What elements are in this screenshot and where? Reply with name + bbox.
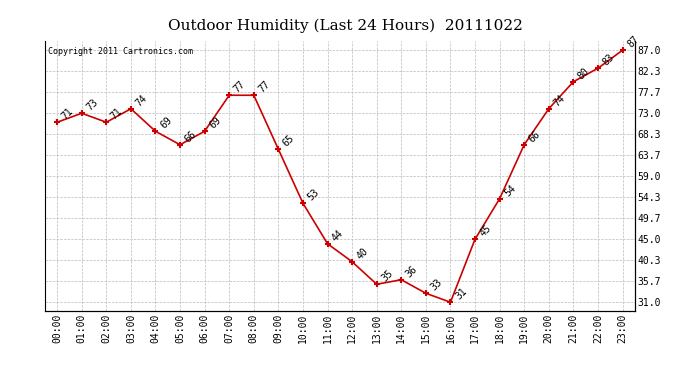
Text: 44: 44 — [331, 228, 346, 243]
Text: 53: 53 — [306, 187, 321, 202]
Text: 80: 80 — [576, 66, 591, 81]
Text: 36: 36 — [404, 264, 420, 279]
Text: 71: 71 — [109, 106, 124, 122]
Text: 74: 74 — [134, 93, 149, 108]
Text: 71: 71 — [60, 106, 75, 122]
Text: 69: 69 — [158, 115, 174, 130]
Text: 66: 66 — [183, 129, 198, 144]
Text: 35: 35 — [380, 268, 395, 284]
Text: 65: 65 — [281, 133, 297, 148]
Text: Outdoor Humidity (Last 24 Hours)  20111022: Outdoor Humidity (Last 24 Hours) 2011102… — [168, 19, 522, 33]
Text: 69: 69 — [208, 115, 223, 130]
Text: 73: 73 — [84, 97, 100, 112]
Text: 87: 87 — [625, 34, 641, 50]
Text: 54: 54 — [502, 183, 518, 198]
Text: 77: 77 — [232, 79, 248, 94]
Text: 83: 83 — [601, 52, 616, 68]
Text: 77: 77 — [257, 79, 272, 94]
Text: 74: 74 — [551, 93, 567, 108]
Text: 45: 45 — [477, 223, 493, 238]
Text: Copyright 2011 Cartronics.com: Copyright 2011 Cartronics.com — [48, 46, 193, 56]
Text: 33: 33 — [428, 277, 444, 292]
Text: 66: 66 — [527, 129, 542, 144]
Text: 31: 31 — [453, 286, 469, 302]
Text: 40: 40 — [355, 246, 371, 261]
